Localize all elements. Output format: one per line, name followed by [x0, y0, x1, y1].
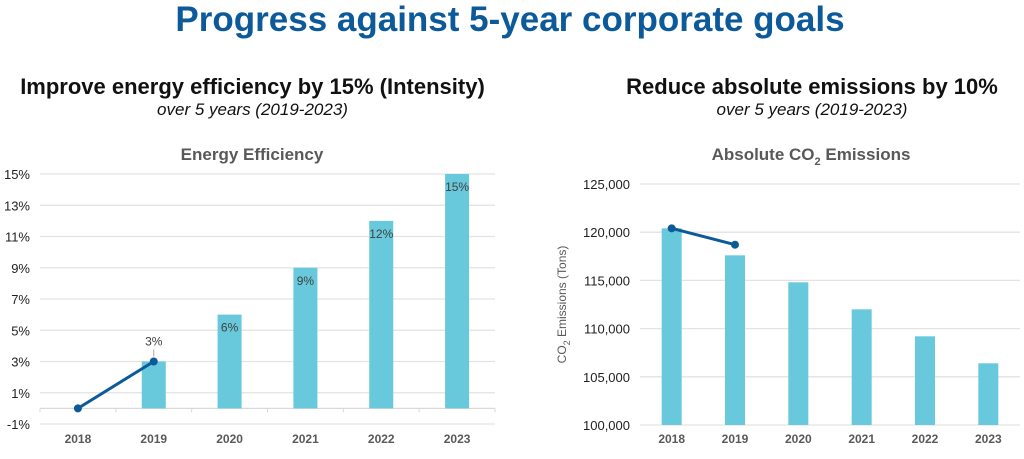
data-label: 12% [369, 227, 393, 241]
bar-2023 [445, 174, 470, 409]
y-tick-label: 3% [11, 355, 30, 370]
x-tick-label: 2022 [368, 432, 395, 446]
y-tick-label: 5% [11, 323, 30, 338]
data-label: 15% [445, 180, 469, 194]
actual-point-2019 [731, 240, 739, 249]
y-tick-label: 9% [11, 261, 30, 276]
goal-heading: Reduce absolute emissions by 10% [626, 74, 998, 99]
y-tick-label: 120,000 [583, 225, 630, 240]
x-tick-label: 2021 [292, 432, 319, 446]
data-label: 3% [145, 335, 163, 349]
x-tick-label: 2018 [65, 432, 92, 446]
y-tick-label: 105,000 [583, 370, 630, 385]
x-tick-label: 2020 [216, 432, 243, 446]
x-tick-label: 2020 [785, 432, 812, 446]
x-tick-label: 2023 [444, 432, 471, 446]
chart-emissions: Absolute CO2 Emissions 100,000 105,000 110,… [555, 145, 1020, 446]
bar-2021 [293, 267, 318, 409]
y-tick-label: 13% [4, 198, 30, 213]
bar-2020 [217, 314, 242, 409]
y-tick-label: 125,000 [583, 177, 630, 192]
x-tick-label: 2021 [848, 432, 875, 446]
y-tick-label: 15% [4, 167, 30, 182]
bar-2019 [725, 255, 745, 425]
goal-subheading: over 5 years (2019-2023) [716, 100, 908, 119]
y-tick-label: 7% [11, 292, 30, 307]
actual-line [77, 360, 155, 410]
y-tick-label: 11% [5, 230, 30, 245]
bar-2020 [788, 282, 809, 425]
bar-2021 [851, 309, 872, 425]
x-tick-label: 2019 [140, 432, 167, 446]
goal-heading: Improve energy efficiency by 15% (Intens… [20, 74, 485, 99]
chart-energy: Energy Efficiency -1% 1% 3% 5% 7% 9% 11% 13% 15% 6… [4, 145, 496, 446]
page-title: Progress against 5-year corporate goals [175, 0, 845, 39]
chart-title: Absolute CO2 Emissions [712, 145, 911, 168]
y-tick-label: 115,000 [584, 273, 630, 288]
x-tick-label: 2023 [975, 432, 1002, 446]
x-tick-label: 2022 [912, 432, 939, 446]
goal-subheading: over 5 years (2019-2023) [157, 100, 348, 119]
y-tick-label: 110,000 [584, 322, 630, 337]
actual-point-2018 [667, 224, 676, 233]
actual-point-2019 [149, 357, 158, 366]
bar-2019 [141, 361, 166, 409]
y-tick-label: 100,000 [583, 418, 630, 433]
actual-line [671, 226, 736, 247]
bar-2022 [915, 336, 935, 425]
chart-title: Energy Efficiency [181, 145, 324, 164]
data-label: 6% [221, 321, 239, 335]
goal-emissions: Reduce absolute emissions by 10% over 5 … [600, 74, 1024, 120]
actual-point-2018 [73, 404, 82, 413]
y-tick-label: -1% [7, 417, 31, 432]
x-tick-label: 2019 [722, 432, 749, 446]
bar-2022 [369, 220, 394, 409]
y-axis-label: CO2 Emissions (Tons) [555, 246, 572, 364]
bar-2023 [978, 363, 999, 425]
bar-2018 [661, 228, 682, 425]
y-tick-label: 1% [11, 386, 30, 401]
x-tick-label: 2018 [658, 432, 685, 446]
data-label: 9% [297, 274, 315, 288]
goal-energy-efficiency: Improve energy efficiency by 15% (Intens… [0, 74, 505, 120]
